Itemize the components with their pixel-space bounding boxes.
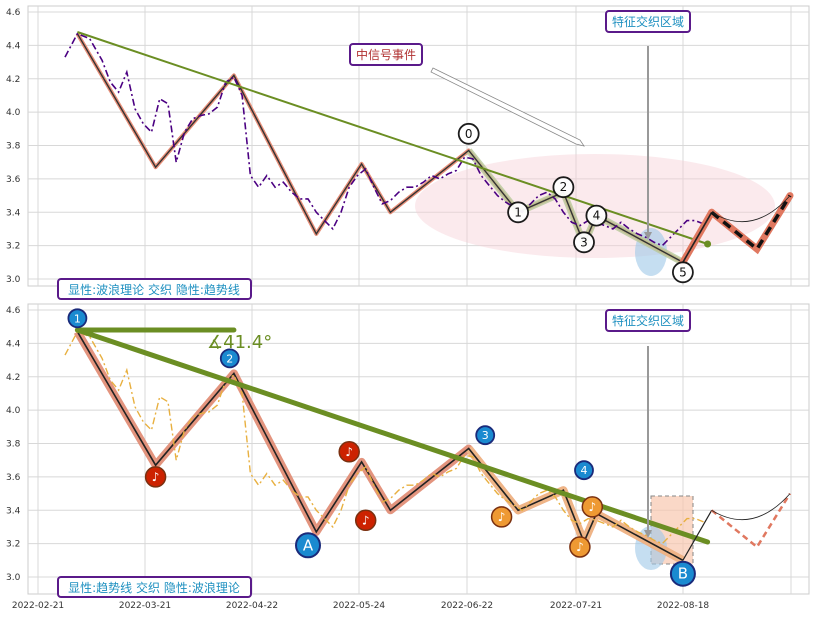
y-tick-label: 3.6 [6, 175, 21, 185]
y-tick-label: 4.0 [6, 108, 21, 118]
trend-point-label-1: 2 [226, 352, 233, 365]
wave-label-circle [573, 231, 595, 254]
projection-dashed-line [710, 194, 792, 252]
y-tick-label: 4.6 [6, 306, 21, 316]
y-tick-label: 3.8 [6, 440, 21, 450]
y-tick-label: 3.0 [6, 573, 21, 583]
point-label-B: B [678, 565, 688, 583]
point-circle-B [669, 560, 696, 587]
wave-label-circle [552, 176, 575, 199]
footer-label-bottom: 显性:趋势线 交织 隐性:波浪理论 [68, 580, 240, 595]
y-tick-label: 3.4 [6, 506, 21, 516]
wave-label-circle [507, 201, 529, 224]
trend-point-circle-3 [574, 460, 594, 481]
y-tick-label: 3.8 [6, 142, 21, 152]
wave-line-bottom [76, 331, 684, 562]
y-tick-label: 4.2 [6, 373, 20, 383]
y-tick-label: 3.4 [6, 208, 21, 218]
price-series-bottom [64, 330, 704, 545]
y-tick-label: 4.4 [6, 339, 21, 349]
y-tick-label: 4.0 [6, 406, 21, 416]
trend-point-circle-0 [67, 308, 88, 329]
music-marker-2 [354, 509, 377, 532]
music-marker-0 [144, 466, 167, 488]
wave-label-3: 3 [580, 235, 588, 249]
x-tick-label: 2022-04-22 [226, 601, 278, 611]
trend-point-circle-1 [219, 348, 240, 369]
music-note-icon: ♪ [362, 513, 370, 527]
projection-curve [711, 195, 791, 223]
top-plot-area: 0 1 2 34 5 [64, 31, 794, 284]
wave-label-circle [585, 204, 608, 227]
x-tick-label: 2022-07-21 [550, 601, 602, 611]
music-marker-5 [581, 496, 604, 518]
trend-point-label-0: 1 [74, 312, 81, 325]
music-marker-3 [490, 506, 513, 528]
wave-label-circle [457, 122, 480, 145]
point-circle-A [295, 532, 321, 559]
trend-point-label-3: 4 [581, 464, 588, 477]
x-tick-label: 2022-08-18 [657, 601, 710, 611]
music-note-icon: ♪ [152, 470, 160, 484]
top-grid: 3.0 3.2 3.4 3.6 3.8 4.0 4.2 4.4 4.6 [6, 6, 809, 286]
y-tick-label: 3.6 [6, 473, 21, 483]
wave-label-0: 0 [465, 127, 473, 141]
projection-dashed-bottom [710, 492, 792, 549]
x-axis: 2022-02-21 2022-03-21 2022-04-22 2022-05-24… [12, 601, 710, 611]
footer-label-top-group: 显性:波浪理论 交织 隐性:趋势线 [57, 278, 252, 300]
angle-label: ∡41.4° [207, 332, 272, 353]
projection-line-bottom [682, 510, 713, 561]
y-tick-label: 4.4 [6, 41, 21, 51]
music-marker-4 [569, 536, 591, 558]
trend-point-circle-2 [475, 425, 496, 446]
wave-label-circle [672, 261, 694, 284]
wave-label-4: 4 [593, 209, 601, 223]
x-tick-label: 2022-06-22 [441, 601, 493, 611]
footer-label-bottom-group: 显性:趋势线 交织 隐性:波浪理论 [57, 576, 252, 598]
signal-annotation: 中信号事件 [349, 43, 585, 147]
interweave-annotation-top-text: 特征交织区域 [612, 14, 684, 29]
music-marker-1 [338, 441, 360, 463]
x-tick-label: 2022-03-21 [119, 601, 171, 611]
projection-line [682, 211, 713, 263]
trendline-end-dot [704, 240, 712, 248]
interweave-annotation-bottom-text: 特征交织区域 [612, 313, 684, 328]
wave-label-5: 5 [679, 265, 687, 279]
footer-label-top: 显性:波浪理论 交织 隐性:趋势线 [68, 282, 240, 297]
point-label-A: A [303, 536, 314, 554]
interweave-annotation-top: 特征交织区域 [605, 10, 691, 240]
music-note-icon: ♪ [576, 540, 584, 554]
y-tick-label: 3.2 [6, 242, 20, 252]
interweave-annotation-bottom: 特征交织区域 [605, 309, 691, 538]
y-tick-label: 4.6 [6, 8, 21, 18]
x-tick-label: 2022-02-21 [12, 601, 64, 611]
trend-point-label-2: 3 [482, 429, 489, 442]
wave-label-2: 2 [560, 180, 568, 194]
music-note-icon: ♪ [498, 510, 506, 524]
x-tick-label: 2022-05-24 [333, 601, 386, 611]
projection-curve-bottom [711, 493, 791, 521]
music-note-icon: ♪ [588, 500, 596, 514]
music-note-icon: ♪ [345, 445, 353, 459]
signal-annotation-text: 中信号事件 [356, 47, 416, 62]
wave-label-1: 1 [514, 205, 522, 219]
y-tick-label: 4.2 [6, 75, 20, 85]
y-tick-label: 3.2 [6, 540, 20, 550]
signal-arrow [430, 67, 585, 147]
y-tick-label: 3.0 [6, 275, 21, 285]
bottom-plot-area: ♪ ♪ ♪ ♪ ♪ ♪ 1 2 3 4 A B [64, 308, 792, 587]
